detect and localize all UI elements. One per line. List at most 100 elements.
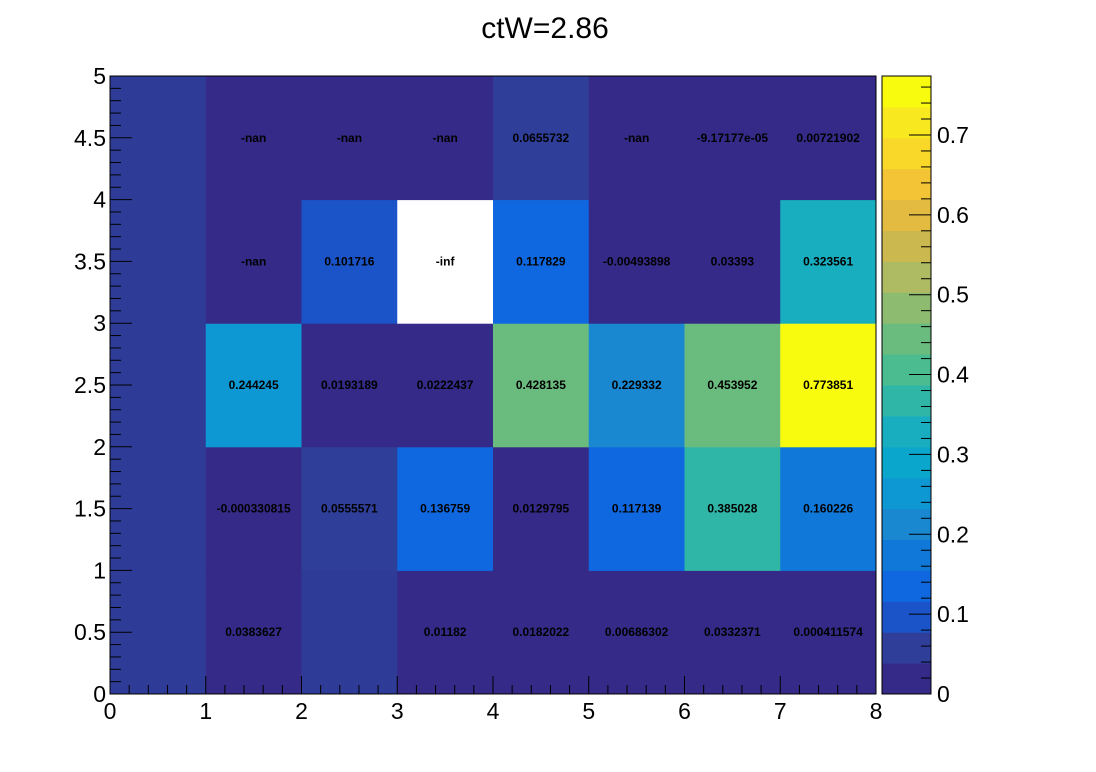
- y-tick-label: 1.5: [74, 496, 106, 522]
- heatmap-cell: [780, 323, 877, 448]
- colorbar-segment: [882, 323, 931, 355]
- cell-value-label: -9.17177e-05: [697, 131, 769, 145]
- colorbar-tick-label: 0.7: [937, 122, 969, 148]
- heatmap-cell: [493, 323, 590, 448]
- cell-value-label: 0.160226: [803, 502, 853, 516]
- colorbar-segment: [882, 415, 931, 448]
- x-tick-label: 0: [104, 698, 117, 724]
- heatmap-cell: [301, 199, 398, 324]
- colorbar-tick-label: 0: [937, 681, 950, 707]
- heatmap-cell: [780, 76, 877, 201]
- heatmap-cell: [588, 199, 685, 324]
- colorbar-segment: [882, 292, 931, 324]
- x-tick-label: 6: [678, 698, 691, 724]
- y-tick-label: 4.5: [74, 125, 106, 151]
- cell-value-label: 0.0555571: [321, 502, 378, 516]
- cell-value-label: 0.03393: [711, 254, 755, 268]
- colorbar-segment: [882, 168, 931, 201]
- cell-value-label: 0.117829: [516, 254, 566, 268]
- cell-value-label: 0.385028: [707, 502, 757, 516]
- colorbar-tick-label: 0.4: [937, 362, 969, 388]
- cell-value-label: 0.0655732: [513, 131, 570, 145]
- heatmap-cell: [684, 570, 781, 695]
- cell-value-label: -nan: [432, 131, 457, 145]
- heatmap-cell: [493, 570, 590, 695]
- heatmap-cell: [493, 446, 590, 571]
- colorbar-frame: [881, 75, 932, 695]
- y-tick-label: 1: [93, 557, 106, 583]
- cell-value-label: 0.773851: [803, 378, 853, 392]
- colorbar-segment: [882, 230, 931, 262]
- cell-value-label: -nan: [624, 131, 649, 145]
- heatmap-cell: [205, 199, 302, 324]
- heatmap-cell: [301, 446, 398, 571]
- colorbar-tick-label: 0.3: [937, 441, 969, 467]
- heatmap-cell: [588, 446, 685, 571]
- heatmap-cell: [493, 199, 590, 324]
- cell-value-label: 0.0193189: [321, 378, 378, 392]
- colorbar-segment: [882, 539, 931, 571]
- heatmap-cell: [397, 446, 494, 571]
- y-tick-label: 0.5: [74, 619, 106, 645]
- heatmap-cell: [205, 570, 302, 695]
- y-tick-label: 2: [93, 434, 106, 460]
- heatmap-cell: [684, 446, 781, 571]
- colorbar-tick-label: 0.6: [937, 202, 969, 228]
- heatmap-cell: [301, 76, 398, 201]
- cell-value-label: -0.00493898: [603, 254, 671, 268]
- heatmap-cell: [684, 199, 781, 324]
- axes: 0 1 2 3 4 5 6 7 8 0 0.5 1 1.5 2 2.5 3 3.5 4 4.5 5: [74, 63, 882, 724]
- heatmap-cell: [397, 199, 494, 324]
- cell-value-label: 0.453952: [707, 378, 757, 392]
- heatmap-cell: [588, 570, 685, 695]
- chart-title: ctW=2.86: [481, 12, 609, 45]
- cell-value-label: -nan: [241, 254, 266, 268]
- heatmap-cell: [301, 570, 398, 695]
- cell-value-label: 0.117139: [612, 502, 662, 516]
- y-tick-label: 0: [93, 681, 106, 707]
- colorbar: 0 0.1 0.2 0.3 0.4 0.5 0.6 0.7: [881, 75, 969, 707]
- y-tick-label: 3: [93, 310, 106, 336]
- heatmap-cell-labels: 0.0383627 0.01182 0.0182022 0.00686302 0.033…: [217, 131, 864, 639]
- colorbar-segment: [882, 632, 931, 664]
- colorbar-segment: [882, 663, 931, 695]
- cell-value-label: 0.0332371: [704, 625, 761, 639]
- colorbar-segment: [882, 106, 931, 139]
- heatmap-cell: [780, 199, 877, 324]
- cell-value-label: 0.0383627: [225, 625, 282, 639]
- cell-value-label: 0.01182: [424, 625, 467, 639]
- colorbar-tick-label: 0.1: [937, 601, 969, 627]
- colorbar-tick-label: 0.5: [937, 282, 969, 308]
- cell-value-label: 0.00721902: [796, 131, 860, 145]
- colorbar-segment: [882, 385, 931, 417]
- cell-value-label: 0.0129795: [513, 502, 570, 516]
- cell-value-label: -0.000330815: [217, 502, 291, 516]
- heatmap-cell: [301, 323, 398, 448]
- cell-value-label: 0.428135: [516, 378, 566, 392]
- cell-value-label: 0.0222437: [417, 378, 474, 392]
- cell-value-label: 0.101716: [324, 254, 374, 268]
- colorbar-segment: [882, 601, 931, 633]
- heatmap-cell: [780, 570, 877, 695]
- y-tick-label: 3.5: [74, 248, 106, 274]
- heatmap-cell: [397, 76, 494, 201]
- colorbar-segment: [882, 261, 931, 293]
- cell-value-label: 0.136759: [420, 502, 470, 516]
- heatmap-cell: [780, 446, 877, 571]
- cell-value-label: 0.229332: [612, 378, 662, 392]
- x-tick-label: 7: [774, 698, 787, 724]
- colorbar-segment: [882, 137, 931, 170]
- heatmap-cell: [684, 323, 781, 448]
- heatmap-cell: [684, 76, 781, 201]
- cell-value-label: 0.244245: [229, 378, 279, 392]
- colorbar-segment: [882, 570, 931, 602]
- heatmap-cell: [588, 323, 685, 448]
- heatmap-cell: [397, 323, 494, 448]
- x-tick-label: 2: [295, 698, 308, 724]
- y-tick-label: 4: [93, 187, 106, 213]
- colorbar-segment: [882, 76, 931, 108]
- heatmap-cells: [110, 76, 877, 695]
- cell-value-label: -nan: [337, 131, 362, 145]
- y-tick-label: 5: [93, 63, 106, 89]
- cell-value-label: 0.00686302: [605, 625, 669, 639]
